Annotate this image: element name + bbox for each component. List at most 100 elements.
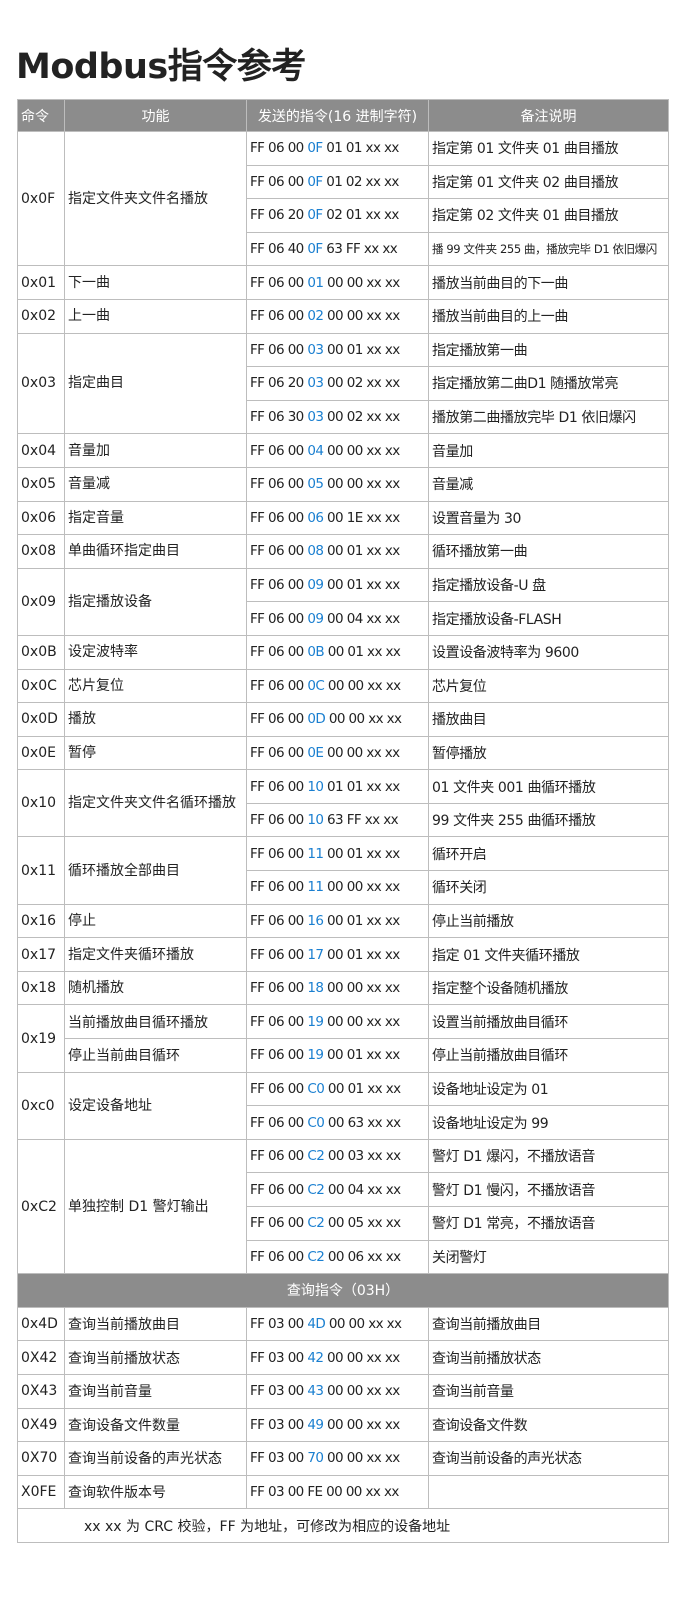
command-suffix: 01 01 xx xx (323, 778, 400, 795)
command-prefix: FF 06 00 (250, 274, 308, 291)
command-code: 70 (307, 1450, 324, 1467)
function-cell: 单独控制 D1 警灯输出 (64, 1138, 247, 1275)
command-suffix: 00 01 xx xx (324, 1080, 401, 1097)
command-code: 11 (307, 845, 324, 862)
send-command-cell: FF 06 40 0F 63 FF xx xx (246, 231, 429, 267)
note-cell: 播放曲目 (428, 702, 669, 737)
command-suffix: 00 00 xx xx (323, 442, 400, 459)
command-suffix: 00 00 xx xx (323, 1349, 400, 1366)
command-code: 49 (307, 1416, 324, 1433)
command-code: 43 (307, 1383, 324, 1400)
header-note: 备注说明 (428, 99, 669, 132)
command-code: 01 (307, 274, 324, 291)
note-cell: 音量减 (428, 466, 669, 502)
command-prefix: FF 06 00 (250, 140, 308, 157)
command-suffix: 63 FF xx xx (322, 241, 398, 258)
function-cell: 随机播放 (64, 970, 247, 1006)
command-prefix: FF 06 00 (250, 1047, 308, 1064)
table-row: FF 06 00 C2 00 04 xx xx 警灯 D1 慢闪，不播放语音 (18, 1172, 669, 1207)
note-cell: 查询当前播放曲目 (428, 1306, 669, 1342)
command-prefix: FF 06 00 (250, 1215, 308, 1232)
command-cell: 0x0D (17, 702, 65, 737)
note-cell: 播放当前曲目的上一曲 (428, 298, 669, 334)
command-prefix: FF 03 00 (250, 1383, 308, 1400)
send-command-cell: FF 06 00 19 00 01 xx xx (246, 1038, 429, 1073)
command-suffix: 01 02 xx xx (322, 173, 399, 190)
command-suffix: 00 02 xx xx (323, 409, 400, 426)
command-prefix: FF 06 00 (250, 442, 308, 459)
command-prefix: FF 06 00 (250, 1080, 308, 1097)
command-code: 42 (307, 1349, 324, 1366)
note-cell: 循环关闭 (428, 870, 669, 905)
command-code: 19 (307, 1013, 324, 1030)
command-cell: 0x05 (17, 466, 65, 502)
note-cell: 查询设备文件数 (428, 1407, 669, 1443)
function-cell: 指定播放设备 (64, 567, 247, 636)
command-suffix: 00 01 xx xx (323, 1047, 400, 1064)
command-cell: 0x11 (17, 836, 65, 905)
note-cell: 01 文件夹 001 曲循环播放 (428, 769, 669, 804)
send-command-cell: FF 06 00 0C 00 00 xx xx (246, 668, 429, 704)
send-command-cell: FF 03 00 49 00 00 xx xx (246, 1407, 429, 1443)
command-suffix: 00 00 xx xx (323, 1013, 400, 1030)
send-command-cell: FF 06 00 C0 00 63 xx xx (246, 1105, 429, 1140)
function-cell: 查询当前播放状态 (64, 1340, 247, 1375)
command-suffix: 00 00 xx xx (323, 274, 400, 291)
command-table: 命令 功能 发送的指令(16 进制字符) 备注说明 0x0F 指定文件夹文件名播放… (17, 99, 669, 1543)
command-prefix: FF 06 00 (250, 677, 308, 694)
table-row: 0x17 指定文件夹循环播放 FF 06 00 17 00 01 xx xx 指定 0… (17, 937, 669, 972)
command-code: 03 (307, 409, 324, 426)
note-cell: 查询当前播放状态 (428, 1340, 669, 1375)
table-row: FF 06 20 0F 02 01 xx xx 指定第 02 文件夹 01 曲目播… (18, 198, 669, 233)
table-row: FF 06 00 C2 00 06 xx xx 关闭警灯 (18, 1239, 669, 1275)
command-cell: 0x0C (17, 668, 65, 704)
command-prefix: FF 06 00 (250, 812, 308, 829)
command-code: 03 (307, 341, 324, 358)
function-cell: 查询软件版本号 (64, 1474, 247, 1510)
command-prefix: FF 06 00 (250, 1181, 308, 1198)
function-cell: 查询当前播放曲目 (64, 1306, 247, 1342)
send-command-cell: FF 06 00 C2 00 06 xx xx (246, 1239, 429, 1275)
note-cell: 查询当前设备的声光状态 (428, 1441, 669, 1476)
command-prefix: FF 06 00 (250, 509, 308, 526)
function-cell: 当前播放曲目循环播放 (64, 1004, 247, 1040)
table-row: 0x05 音量减 FF 06 00 05 00 00 xx xx 音量减 (17, 466, 669, 502)
command-code: C2 (307, 1215, 325, 1232)
command-suffix: 00 06 xx xx (324, 1248, 401, 1265)
function-cell: 设定设备地址 (64, 1071, 247, 1140)
function-cell: 设定波特率 (64, 634, 247, 670)
note-cell: 指定播放设备-U 盘 (428, 567, 669, 603)
command-code: 09 (307, 577, 324, 594)
table-row: 0xc0 设定设备地址 FF 06 00 C0 00 01 xx xx 设备地址设定为… (17, 1071, 669, 1140)
header-function: 功能 (64, 99, 247, 132)
send-command-cell: FF 06 00 0E 00 00 xx xx (246, 735, 429, 771)
send-command-cell: FF 06 00 C2 00 04 xx xx (246, 1172, 429, 1207)
note-cell: 指定 01 文件夹循环播放 (428, 937, 669, 972)
command-code: 16 (307, 912, 324, 929)
command-prefix: FF 06 00 (250, 1148, 308, 1165)
note-cell: 指定播放设备-FLASH (428, 601, 669, 636)
command-prefix: FF 06 00 (250, 173, 308, 190)
command-prefix: FF 06 00 (250, 543, 308, 560)
note-cell: 停止当前播放 (428, 903, 669, 939)
command-prefix: FF 06 00 (250, 879, 308, 896)
command-code: 04 (307, 442, 324, 459)
command-cell: 0x18 (17, 970, 65, 1006)
note-cell: 警灯 D1 爆闪，不播放语音 (428, 1138, 669, 1174)
command-code: 11 (307, 879, 324, 896)
command-prefix: FF 03 00 (250, 1316, 308, 1333)
command-prefix: FF 03 00 FE 00 00 xx xx (250, 1484, 399, 1501)
command-code: 0F (307, 140, 323, 157)
command-suffix: 00 00 xx xx (323, 1416, 400, 1433)
command-code: 09 (307, 610, 324, 627)
table-row: 0x01 下一曲 FF 06 00 01 00 00 xx xx 播放当前曲目的下一曲 (17, 265, 669, 300)
function-cell: 查询当前音量 (64, 1373, 247, 1409)
command-cell: 0x06 (17, 500, 65, 536)
note-cell: 播放第二曲播放完毕 D1 依旧爆闪 (428, 399, 669, 435)
send-command-cell: FF 06 00 19 00 00 xx xx (246, 1004, 429, 1040)
command-cell: 0x08 (17, 534, 65, 569)
send-command-cell: FF 06 00 C2 00 05 xx xx (246, 1206, 429, 1241)
table-row: 停止当前曲目循环 FF 06 00 19 00 01 xx xx 停止当前播放曲目循… (18, 1038, 669, 1073)
query-section-row: 查询指令（03H） (17, 1273, 669, 1308)
command-suffix: 02 01 xx xx (322, 207, 399, 224)
